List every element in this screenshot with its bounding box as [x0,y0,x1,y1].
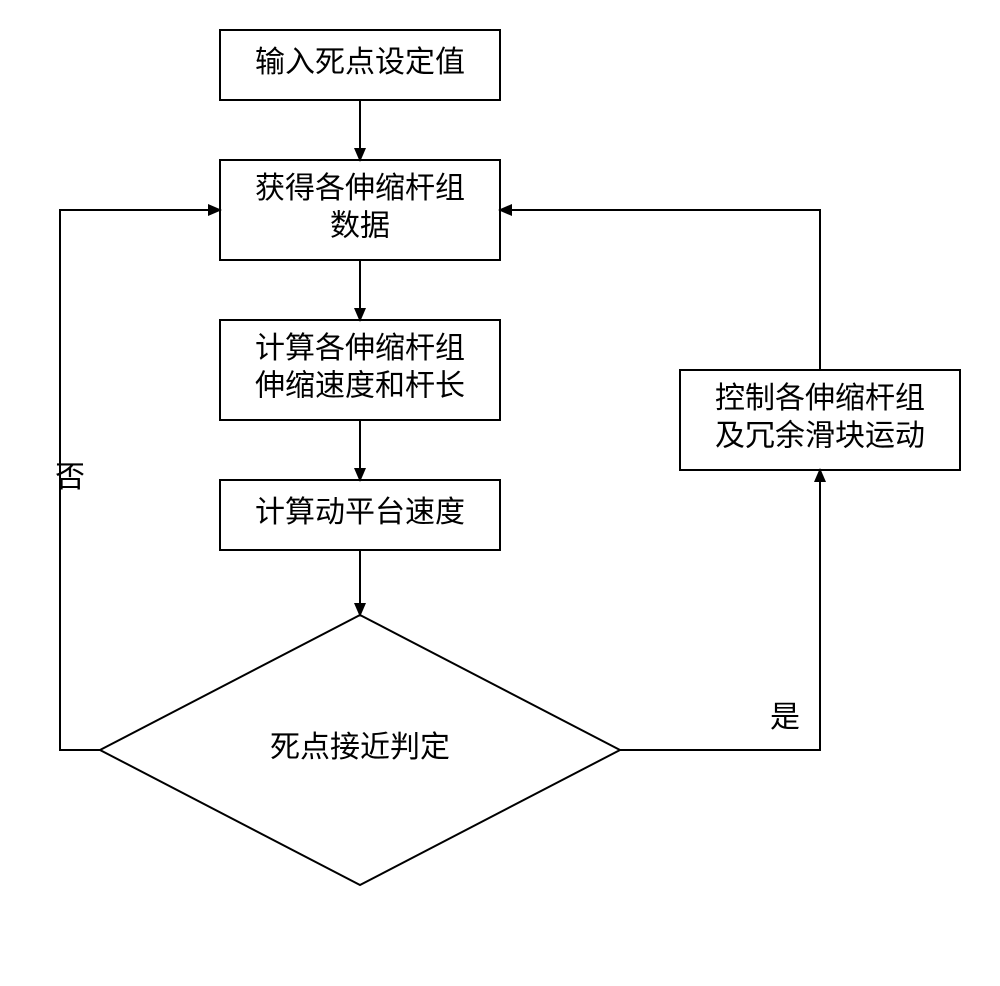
node-text: 数据 [330,210,390,243]
flow-edge-5 [500,210,820,370]
node-text: 控制各伸缩杆组 [715,382,925,415]
flow-edge-6: 否 [55,210,220,750]
flow-node-n2: 获得各伸缩杆组数据 [220,160,500,260]
flow-node-n6: 控制各伸缩杆组及冗余滑块运动 [680,370,960,470]
flow-node-n5: 死点接近判定 [100,615,620,885]
node-text: 输入死点设定值 [255,46,465,79]
node-text: 计算各伸缩杆组 [255,332,465,365]
edge-label: 是 [770,701,800,734]
flow-node-n3: 计算各伸缩杆组伸缩速度和杆长 [220,320,500,420]
edge-label: 否 [55,461,85,494]
flow-node-n4: 计算动平台速度 [220,480,500,550]
node-text: 伸缩速度和杆长 [255,370,465,403]
node-text: 计算动平台速度 [255,496,465,529]
flow-node-n1: 输入死点设定值 [220,30,500,100]
flow-edge-4: 是 [620,470,820,750]
node-text: 获得各伸缩杆组 [255,172,465,205]
node-text: 及冗余滑块运动 [715,420,925,453]
node-text: 死点接近判定 [270,731,450,764]
